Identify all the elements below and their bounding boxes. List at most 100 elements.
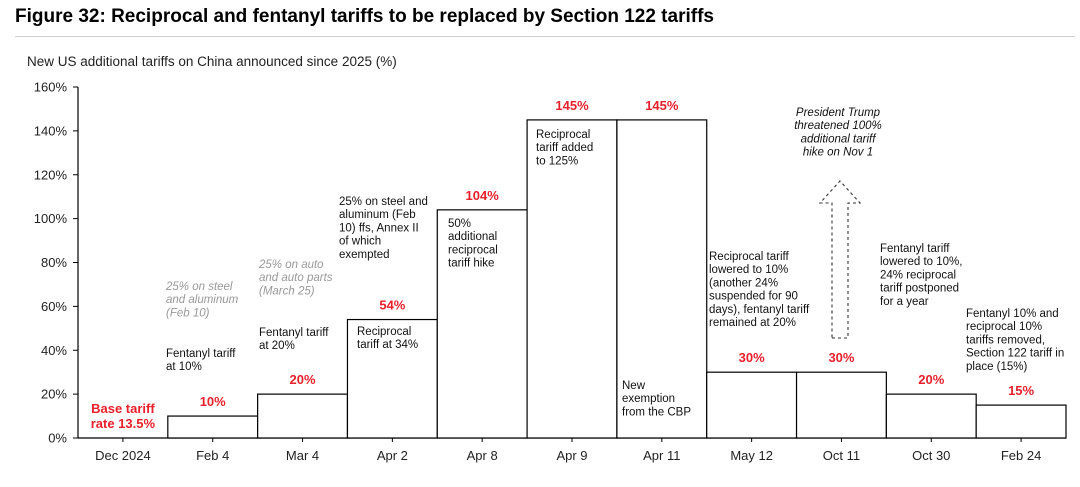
y-tick-label-80: 80% [41, 255, 67, 270]
annotation-line: tariff added [536, 142, 593, 154]
annotation-line: 50% [448, 218, 471, 230]
annotation-line: 25% on steel and [339, 196, 428, 208]
annotation-feb4-steel: 25% on steel and aluminum (Feb 10) [165, 281, 239, 319]
annotations-layer: 25% on steel and aluminum (Feb 10) Fentanyl… [165, 107, 1064, 418]
annotation-line: remained at 20% [709, 317, 796, 329]
y-tick-label-20: 20% [41, 387, 67, 402]
x-tick-label-apr-2: Apr 2 [377, 448, 408, 463]
annotation-line: 25% on steel [165, 281, 233, 293]
value-label-feb-24: 15% [1008, 383, 1034, 398]
y-tick-label-0: 0% [48, 431, 67, 446]
bar-oct-30 [885, 393, 977, 439]
bars-layer [167, 119, 1067, 439]
base-label-line: rate 13.5% [91, 416, 156, 431]
x-tick-label-oct-30: Oct 30 [912, 448, 950, 463]
annotation-line: days), fentanyl tariff [709, 304, 810, 316]
bar-feb-4 [167, 415, 259, 439]
annotation-line: 10) ffs, Annex II [339, 222, 419, 234]
annotation-line: reciprocal 10% [966, 321, 1042, 333]
bar-feb-24 [975, 404, 1067, 439]
bar-may-12 [706, 371, 798, 439]
y-tick-label-140: 140% [34, 123, 68, 138]
y-tick-label-60: 60% [41, 299, 67, 314]
annotation-apr2-reciprocal: Reciprocal tariff at 34% [357, 326, 418, 351]
annotation-line: and auto parts [259, 272, 333, 284]
annotation-line: tariffs removed, [966, 334, 1045, 346]
annotation-apr11-exemption: New exemption from the CBP [622, 380, 691, 418]
y-tick-label-120: 120% [34, 167, 68, 182]
value-label-oct-11: 30% [828, 350, 854, 365]
annotation-line: (March 25) [259, 285, 315, 297]
annotation-line: tariff postponed [880, 283, 959, 295]
annotation-line: (another 24% [709, 277, 778, 289]
value-label-may-12: 30% [739, 350, 765, 365]
bar-apr-9 [526, 119, 618, 439]
x-tick-label-feb-4: Feb 4 [196, 448, 229, 463]
annotation-line: reciprocal [448, 244, 498, 256]
annotation-line: tariff hike [448, 258, 494, 270]
value-label-base-tariff: Base tariff rate 13.5% [91, 401, 156, 431]
annotation-line: hike on Nov 1 [803, 147, 873, 159]
y-tick-label-160: 160% [34, 80, 68, 95]
annotation-line: President Trump [796, 107, 881, 119]
annotation-line: exemption [622, 393, 675, 405]
dashed-up-arrow-icon [818, 180, 862, 339]
annotation-line: Fentanyl 10% and [966, 308, 1059, 320]
annotation-mar4-auto: 25% on auto and auto parts (March 25) [258, 259, 333, 297]
x-tick-label-feb-24: Feb 24 [1001, 448, 1041, 463]
value-label-feb-4: 10% [200, 394, 226, 409]
annotation-line: Reciprocal [357, 326, 411, 338]
value-label-apr-9: 145% [555, 98, 589, 113]
annotation-line: to 125% [536, 155, 578, 167]
x-tick-label-mar-4: Mar 4 [286, 448, 319, 463]
annotation-mar4-fentanyl: Fentanyl tariff at 20% [259, 327, 329, 352]
annotation-feb4-fentanyl: Fentanyl tariff at 10% [166, 348, 236, 373]
chart-subtitle: New US additional tariffs on China annou… [27, 54, 397, 69]
annotation-line: 24% reciprocal [880, 269, 956, 281]
annotation-line: tariff at 34% [357, 339, 418, 351]
value-label-apr-2: 54% [379, 298, 405, 313]
bar-mar-4 [257, 393, 349, 439]
bar-apr-11 [616, 119, 708, 439]
x-tick-label-apr-9: Apr 9 [556, 448, 587, 463]
annotation-apr2-steel: 25% on steel and aluminum (Feb 10) ffs, An… [339, 196, 428, 261]
x-tick-label-may-12: May 12 [730, 448, 773, 463]
annotation-apr9-added: Reciprocal tariff added to 125% [536, 129, 593, 167]
x-tick-label-apr-8: Apr 8 [467, 448, 498, 463]
annotation-oct11-threat: President Trump threatened 100% additional… [794, 107, 882, 159]
labels-layer: Base tariff rate 13.5% 10% 20% 54% 104% 145% 14… [91, 98, 1035, 431]
annotation-line: Fentanyl tariff [880, 243, 950, 255]
annotation-may12-lowered: Reciprocal tariff lowered to 10% (another … [709, 251, 810, 329]
annotation-line: Section 122 tariff in [966, 348, 1064, 360]
value-label-apr-11: 145% [645, 98, 679, 113]
bar-apr-8 [436, 209, 528, 439]
annotation-line: (Feb 10) [166, 307, 210, 319]
annotation-oct30-lowered: Fentanyl tariff lowered to 10%, 24% recipr… [880, 243, 962, 308]
bar-oct-11 [795, 371, 887, 439]
annotation-line: from the CBP [622, 406, 691, 418]
y-tick-label-100: 100% [34, 211, 68, 226]
y-tick-label-40: 40% [41, 343, 67, 358]
figure-title: Figure 32: Reciprocal and fentanyl tarif… [15, 6, 714, 27]
annotation-line: Reciprocal [536, 129, 590, 141]
annotation-line: lowered to 10%, [880, 256, 962, 268]
annotation-line: and aluminum [166, 294, 239, 306]
value-label-apr-8: 104% [466, 188, 500, 203]
bar-apr-2 [346, 318, 438, 439]
x-tick-label-dec-2024: Dec 2024 [95, 448, 151, 463]
annotation-line: at 20% [259, 340, 295, 352]
value-label-oct-30: 20% [918, 372, 944, 387]
annotation-line: aluminum (Feb [339, 209, 416, 221]
x-tick-label-oct-11: Oct 11 [823, 448, 860, 463]
annotation-line: threatened 100% [794, 120, 882, 132]
annotation-feb24-removed: Fentanyl 10% and reciprocal 10% tariffs re… [966, 308, 1064, 373]
annotation-line: Reciprocal tariff [709, 251, 789, 263]
annotation-line: for a year [880, 296, 929, 308]
annotation-line: New [622, 380, 646, 392]
annotation-line: at 10% [166, 361, 202, 373]
annotation-line: place (15%) [966, 361, 1028, 373]
x-tick-label-apr-11: Apr 11 [643, 448, 680, 463]
title-divider [15, 36, 1075, 37]
annotation-line: lowered to 10% [709, 264, 788, 276]
